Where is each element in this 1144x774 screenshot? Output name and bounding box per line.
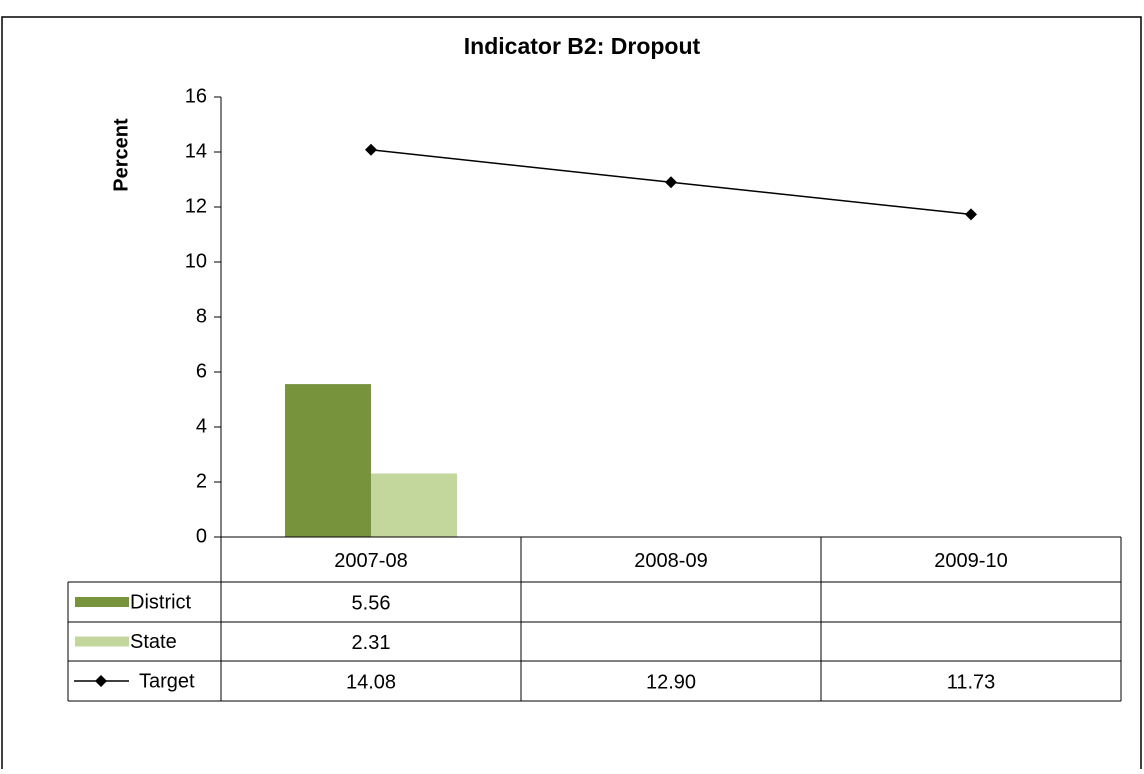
x-tick-label: 2009-10 <box>934 550 1007 572</box>
y-tick-label: 0 <box>196 525 207 547</box>
y-tick-label: 6 <box>196 360 207 382</box>
legend-swatch <box>75 636 129 647</box>
line-marker <box>965 208 977 221</box>
legend-marker <box>95 675 107 687</box>
y-tick-label: 16 <box>185 85 207 107</box>
legend-label: Target <box>139 670 195 692</box>
y-axis-label: Percent <box>110 118 132 192</box>
x-tick-label: 2007-08 <box>334 550 407 572</box>
y-tick-label: 8 <box>196 305 207 327</box>
table-value: 2.31 <box>352 632 391 654</box>
y-tick-label: 2 <box>196 470 207 492</box>
table-value: 11.73 <box>947 671 996 693</box>
chart-title: Indicator B2: Dropout <box>464 33 701 59</box>
line-marker <box>665 176 677 189</box>
y-tick-label: 10 <box>185 250 207 272</box>
chart-frame <box>1 16 1142 774</box>
y-tick-label: 4 <box>196 415 207 437</box>
table-value: 5.56 <box>352 592 391 614</box>
legend-label: District <box>130 591 192 613</box>
legend-swatch <box>75 597 129 607</box>
table-value: 12.90 <box>646 671 696 693</box>
line-marker <box>365 143 377 156</box>
y-tick-label: 14 <box>185 140 207 162</box>
bar <box>285 384 371 537</box>
bar <box>371 473 457 537</box>
x-tick-label: 2008-09 <box>634 550 707 572</box>
table-value: 14.08 <box>346 671 396 693</box>
legend-label: State <box>130 631 177 653</box>
y-tick-label: 12 <box>185 195 207 217</box>
